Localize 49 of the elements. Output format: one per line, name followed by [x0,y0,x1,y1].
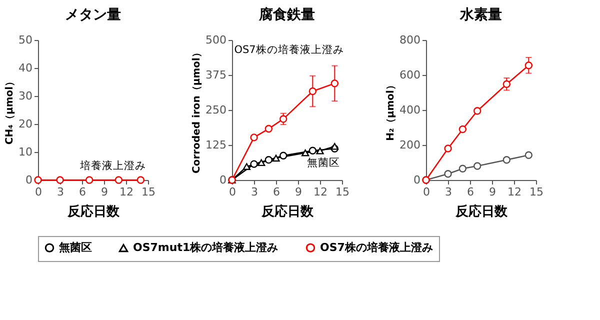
x-axis-title: 反応日数 [260,204,314,220]
x-tick-label: 3 [251,186,258,198]
chart-title: 水素量 [459,7,502,23]
y-axis-title: CH₄（μmol） [4,76,16,145]
x-tick-label: 12 [314,186,328,198]
x-tick-label: 15 [336,186,350,198]
legend-label: OS7mut1株の培養液上澄み [133,241,278,254]
x-tick-label: 6 [467,186,474,198]
y-tick-label: 50 [18,34,32,46]
x-tick-label: 0 [35,186,42,198]
y-tick-label: 0 [26,174,32,186]
x-tick-label: 15 [142,186,156,198]
y-tick-label: 800 [400,34,420,46]
y-tick-label: 600 [400,68,420,82]
x-tick-label: 3 [445,186,452,198]
legend-label: 無菌区 [58,240,92,254]
y-tick-label: 30 [18,90,32,102]
y-tick-label: 200 [400,138,420,152]
y-tick-label: 375 [206,68,226,82]
annotation: OS7株の培養液上澄み [234,42,344,56]
chart-title: 腐食鉄量 [258,6,315,23]
annotation: 培養液上澄み [78,159,146,172]
x-tick-label: 12 [120,186,134,198]
x-tick-label: 0 [423,186,430,198]
annotation: 無菌区 [306,156,340,170]
x-tick-label: 0 [229,186,236,198]
y-axis-title: Corroded iron（μmol） [192,48,203,174]
y-tick-label: 125 [206,138,226,152]
y-tick-label: 400 [400,104,420,116]
y-tick-label: 500 [206,34,226,46]
x-tick-label: 9 [295,186,302,198]
x-tick-label: 6 [273,186,280,198]
x-axis-title: 反応日数 [454,204,508,220]
y-tick-label: 10 [18,146,32,158]
x-tick-label: 15 [530,186,544,198]
x-tick-label: 3 [57,186,64,198]
y-tick-label: 250 [206,104,226,116]
x-tick-label: 9 [101,186,108,198]
legend-label: OS7株の培養液上澄み [320,240,433,254]
y-axis-title: H₂（μmol） [386,80,397,141]
y-tick-label: 0 [220,174,226,186]
y-tick-label: 40 [18,62,32,74]
x-tick-label: 9 [489,186,496,198]
x-tick-label: 12 [508,186,522,198]
chart-title: メタン量 [65,7,121,23]
x-tick-label: 6 [79,186,86,198]
y-tick-label: 20 [18,118,32,130]
y-tick-label: 0 [414,174,420,186]
x-axis-title: 反応日数 [66,204,120,220]
